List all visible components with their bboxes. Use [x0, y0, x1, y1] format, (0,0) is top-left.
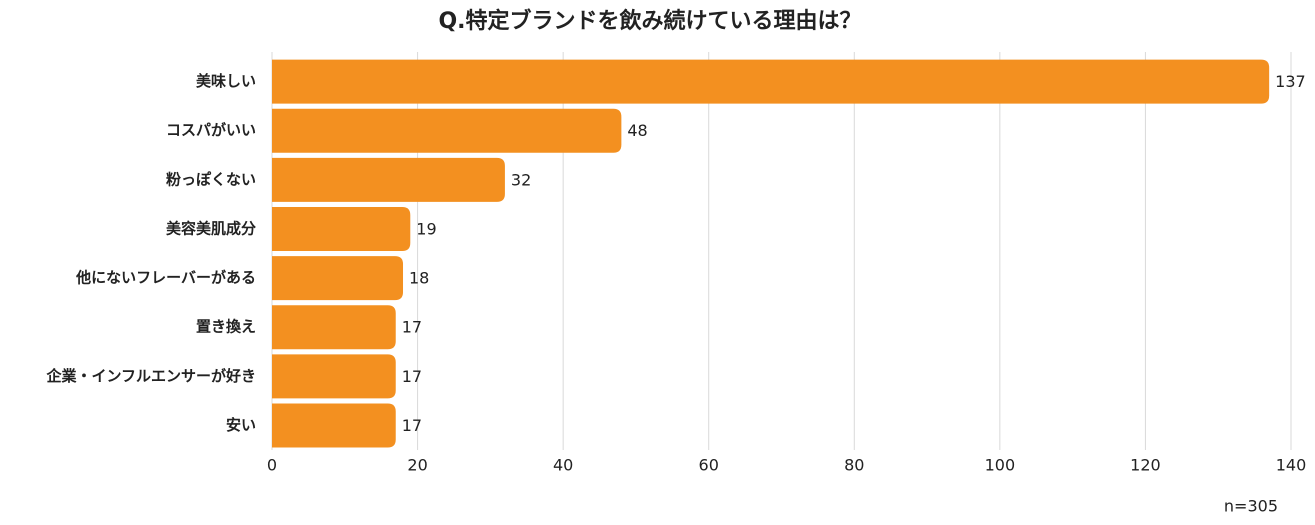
value-label: 17 [402, 318, 422, 337]
value-label: 32 [511, 170, 531, 189]
bar [272, 354, 396, 399]
bar [272, 256, 404, 301]
category-label: 粉っぽくない [166, 170, 256, 188]
value-label: 137 [1275, 72, 1306, 91]
bar [272, 157, 505, 202]
value-label: 48 [627, 121, 647, 140]
category-label: 美味しい [196, 72, 256, 90]
x-tick-label: 100 [985, 456, 1016, 475]
category-label: 置き換え [196, 318, 256, 336]
chart-title: Q.特定ブランドを飲み続けている理由は？ [438, 8, 861, 34]
x-tick-label: 20 [407, 456, 427, 475]
value-label: 17 [402, 367, 422, 386]
x-tick-label: 40 [553, 456, 573, 475]
category-label: 企業・インフルエンサーが好き [45, 367, 256, 385]
bar [272, 403, 396, 448]
category-label: 他にないフレーバーがある [75, 269, 256, 287]
x-tick-label: 60 [699, 456, 719, 475]
bar [272, 206, 411, 251]
bar [272, 59, 1270, 104]
sample-size: n=305 [1224, 497, 1278, 516]
value-label: 19 [416, 219, 436, 238]
value-label: 17 [402, 416, 422, 435]
category-label: コスパがいい [166, 121, 256, 139]
category-label: 安い [226, 416, 256, 434]
x-tick-label: 80 [844, 456, 864, 475]
bar [272, 305, 396, 350]
value-label: 18 [409, 269, 429, 288]
bar [272, 108, 622, 153]
x-tick-label: 0 [267, 456, 277, 475]
x-tick-label: 140 [1276, 456, 1307, 475]
x-tick-label: 120 [1130, 456, 1161, 475]
category-label: 美容美肌成分 [166, 219, 256, 237]
